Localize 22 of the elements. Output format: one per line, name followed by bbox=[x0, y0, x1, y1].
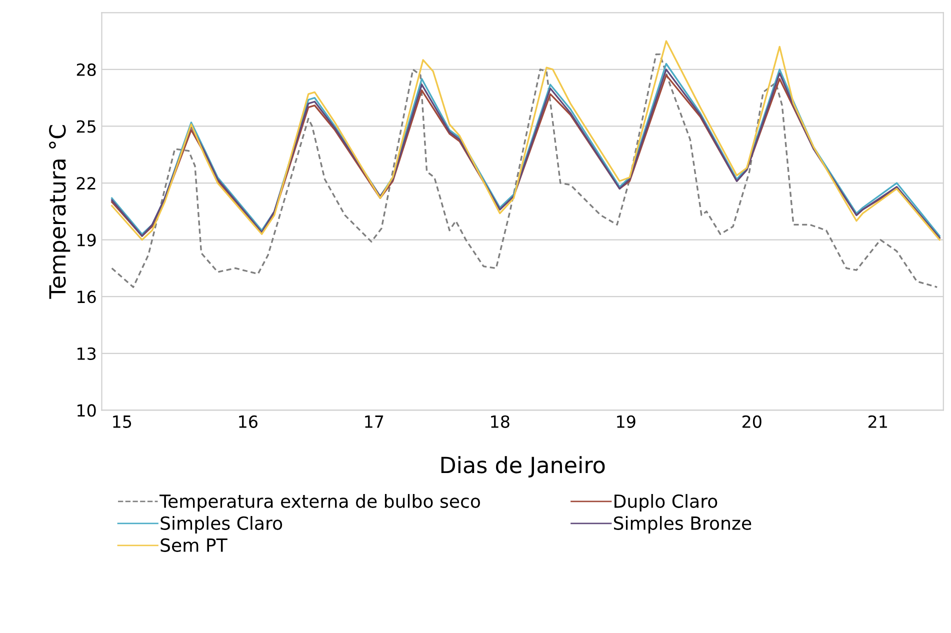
y-tick-label: 22 bbox=[76, 176, 96, 190]
legend-label: Temperatura externa de bulbo seco bbox=[159, 494, 480, 512]
legend-label: Duplo Claro bbox=[614, 494, 718, 512]
x-tick-label: 20 bbox=[742, 415, 762, 428]
y-tick-label: 25 bbox=[76, 120, 96, 133]
y-tick-label: 16 bbox=[78, 290, 96, 304]
x-axis-title: Dias de Janeiro bbox=[441, 456, 605, 478]
y-tick-label: 13 bbox=[78, 347, 96, 360]
x-tick-label: 18 bbox=[491, 415, 510, 428]
y-tick-label: 10 bbox=[78, 404, 96, 417]
line-series bbox=[111, 53, 938, 288]
legend-label: Simples Bronze bbox=[614, 516, 752, 534]
y-axis-title: Temperatura °C bbox=[49, 125, 70, 299]
x-tick-label: 19 bbox=[617, 415, 636, 428]
y-tick-label: 28 bbox=[76, 63, 96, 76]
x-tick-label: 16 bbox=[239, 415, 258, 428]
x-tick-label: 17 bbox=[365, 416, 384, 428]
legend-label: Simples Claro bbox=[160, 516, 282, 534]
x-tick-label: 21 bbox=[868, 415, 887, 428]
legend-label: Sem PT bbox=[160, 538, 228, 552]
x-tick-label: 15 bbox=[113, 416, 132, 428]
y-tick-label: 19 bbox=[78, 234, 96, 246]
